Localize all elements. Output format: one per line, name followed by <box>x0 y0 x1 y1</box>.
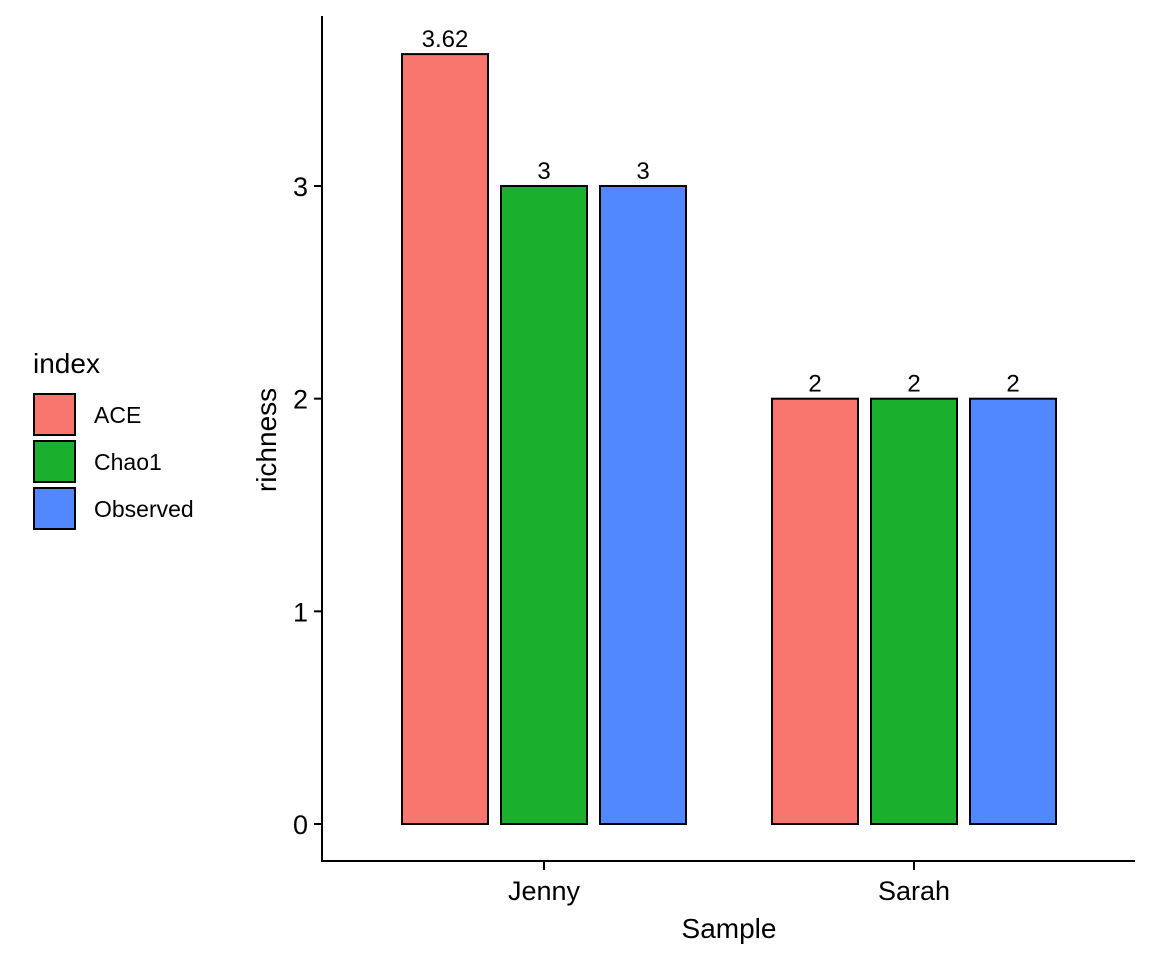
data-label-jenny-observed: 3 <box>636 158 649 185</box>
y-tick-label-2: 2 <box>293 385 308 415</box>
data-label-jenny-chao1: 3 <box>537 158 550 185</box>
bars-layer <box>401 53 1057 826</box>
legend-title: index <box>33 348 100 379</box>
data-label-jenny-ace: 3.62 <box>422 26 469 53</box>
bar-jenny-observed <box>599 185 687 825</box>
bar-sarah-observed <box>969 397 1057 825</box>
y-axis-title: richness <box>251 388 282 492</box>
legend-key-observed <box>33 487 76 530</box>
bar-jenny-chao1 <box>500 185 588 825</box>
legend-label-chao1: Chao1 <box>94 449 162 475</box>
legend-label-observed: Observed <box>94 496 194 522</box>
axes-layer: 0 1 2 3 Jenny Sarah <box>293 16 1135 906</box>
data-labels-layer: 3.62 3 3 2 2 2 <box>422 26 1020 398</box>
bar-jenny-ace <box>401 53 489 826</box>
legend-key-ace <box>33 393 76 436</box>
bar-sarah-chao1 <box>870 397 958 825</box>
y-tick-label-3: 3 <box>293 172 308 202</box>
data-label-sarah-chao1: 2 <box>907 371 920 398</box>
legend-label-ace: ACE <box>94 402 141 428</box>
data-label-sarah-ace: 2 <box>808 371 821 398</box>
y-tick-label-1: 1 <box>293 597 308 627</box>
y-tick-label-0: 0 <box>293 810 308 840</box>
legend-key-chao1 <box>33 440 76 483</box>
bar-sarah-ace <box>771 397 859 825</box>
legend: index ACE Chao1 Observed <box>33 348 194 530</box>
x-axis-title: Sample <box>682 913 777 944</box>
data-label-sarah-observed: 2 <box>1006 371 1019 398</box>
x-tick-label-sarah: Sarah <box>878 876 950 906</box>
x-tick-label-jenny: Jenny <box>508 876 581 906</box>
